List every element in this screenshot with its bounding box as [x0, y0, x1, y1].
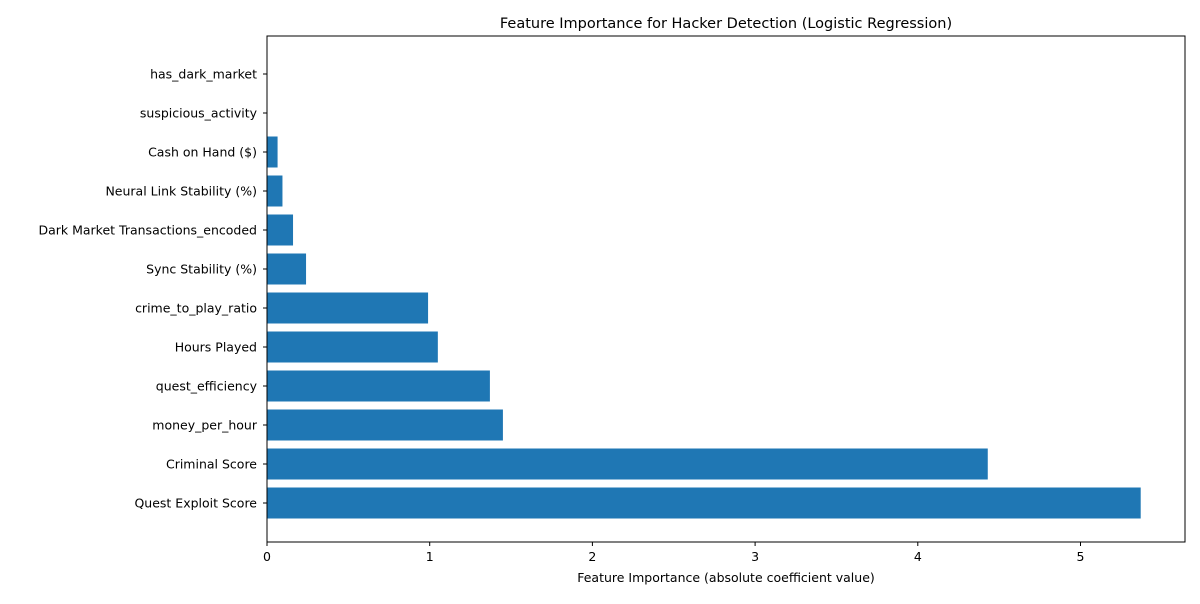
- y-tick-label: Criminal Score: [166, 457, 257, 472]
- bar-3: [267, 370, 490, 402]
- bar-9: [267, 136, 278, 168]
- y-tick-label: suspicious_activity: [140, 106, 258, 121]
- bar-0: [267, 487, 1141, 519]
- x-axis-ticks: 0 1 2 3 4 5: [263, 542, 1084, 564]
- bar-6: [267, 253, 307, 285]
- bar-5: [267, 292, 429, 324]
- bar-7: [267, 214, 294, 246]
- y-tick-label: Dark Market Transactions_encoded: [38, 223, 257, 238]
- y-tick-label: Hours Played: [175, 340, 257, 355]
- x-axis-label: Feature Importance (absolute coefficient…: [577, 570, 875, 585]
- y-tick-label: quest_efficiency: [156, 379, 258, 394]
- x-tick-label: 4: [914, 549, 922, 564]
- plot-frame: [266, 35, 1186, 543]
- y-tick-label: Neural Link Stability (%): [105, 184, 257, 199]
- bar-1: [267, 448, 988, 480]
- bar-8: [267, 175, 283, 207]
- bar-2: [267, 409, 503, 441]
- y-tick-label: Cash on Hand ($): [148, 145, 257, 160]
- x-tick-label: 1: [426, 549, 434, 564]
- bars-group: [267, 136, 1141, 519]
- x-tick-label: 3: [751, 549, 759, 564]
- chart-title: Feature Importance for Hacker Detection …: [500, 16, 952, 32]
- x-tick-label: 2: [588, 549, 596, 564]
- y-tick-label: Sync Stability (%): [146, 262, 257, 277]
- y-tick-label: Quest Exploit Score: [134, 496, 257, 511]
- y-tick-label: has_dark_market: [150, 67, 257, 82]
- y-tick-label: money_per_hour: [152, 418, 258, 433]
- x-tick-label: 0: [263, 549, 271, 564]
- y-tick-label: crime_to_play_ratio: [135, 301, 257, 316]
- x-tick-label: 5: [1077, 549, 1085, 564]
- y-axis-ticks: Quest Exploit Score Criminal Score money_p…: [38, 67, 267, 511]
- bar-4: [267, 331, 438, 363]
